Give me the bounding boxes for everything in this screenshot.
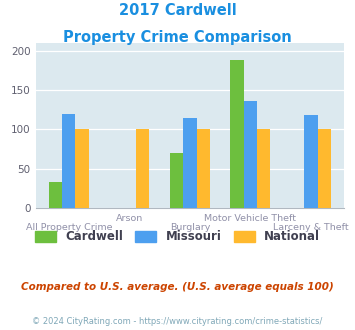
Text: Property Crime Comparison: Property Crime Comparison: [63, 30, 292, 45]
Bar: [49, 182, 62, 208]
Bar: [244, 101, 257, 208]
Bar: [170, 153, 183, 208]
Text: 2017 Cardwell: 2017 Cardwell: [119, 3, 236, 18]
Bar: [183, 118, 197, 208]
Bar: [76, 129, 89, 208]
Bar: [197, 129, 210, 208]
Text: Compared to U.S. average. (U.S. average equals 100): Compared to U.S. average. (U.S. average …: [21, 282, 334, 292]
Bar: [136, 129, 149, 208]
Legend: Cardwell, Missouri, National: Cardwell, Missouri, National: [30, 226, 325, 248]
Bar: [62, 114, 76, 208]
Text: All Property Crime: All Property Crime: [26, 223, 112, 232]
Bar: [304, 115, 318, 208]
Text: Larceny & Theft: Larceny & Theft: [273, 223, 349, 232]
Text: © 2024 CityRating.com - https://www.cityrating.com/crime-statistics/: © 2024 CityRating.com - https://www.city…: [32, 317, 323, 326]
Bar: [230, 60, 244, 208]
Bar: [318, 129, 331, 208]
Text: Burglary: Burglary: [170, 223, 210, 232]
Bar: [257, 129, 271, 208]
Text: Arson: Arson: [116, 214, 143, 223]
Text: Motor Vehicle Theft: Motor Vehicle Theft: [204, 214, 296, 223]
